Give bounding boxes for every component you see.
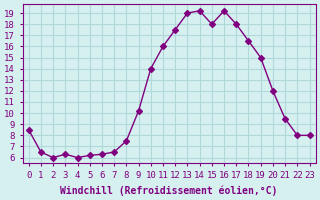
X-axis label: Windchill (Refroidissement éolien,°C): Windchill (Refroidissement éolien,°C) <box>60 185 278 196</box>
